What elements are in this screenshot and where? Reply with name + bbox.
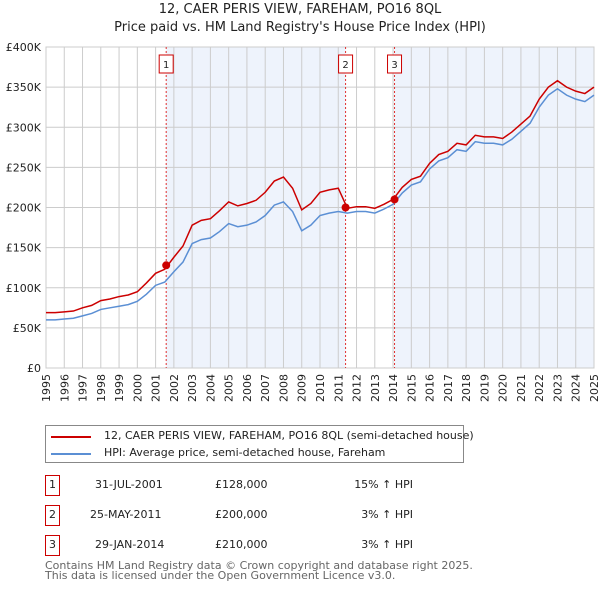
x-tick-label: 2010 [314,374,327,402]
sale-hpi-diff: 3% ↑ HPI [361,508,413,521]
sale-badge: 3 [45,535,60,556]
x-tick-label: 1997 [77,374,90,402]
x-tick-label: 2005 [223,374,236,402]
x-tick-label: 2015 [405,374,418,402]
chart-subtitle: Price paid vs. HM Land Registry's House … [114,20,486,35]
x-tick-label: 2008 [277,374,290,402]
sale-hpi-diff: 3% ↑ HPI [361,538,413,551]
sale-hpi-diff: 15% ↑ HPI [354,478,413,491]
legend-label-hpi: HPI: Average price, semi-detached house,… [104,446,386,459]
legend-swatch-property [51,436,91,438]
footer-licence: This data is licensed under the Open Gov… [45,569,396,582]
x-tick-label: 1996 [58,374,71,402]
x-tick-label: 2003 [186,374,199,402]
sale-point [390,195,399,204]
x-tick-label: 2006 [241,374,254,402]
y-tick-label: £0 [27,362,41,375]
footer-copyright: Contains HM Land Registry data © Crown c… [45,559,473,572]
y-tick-label: £350K [6,81,42,94]
x-tick-label: 1998 [95,374,108,402]
sale-marker-box [338,54,354,74]
sale-marker-label: 2 [342,60,348,71]
x-tick-label: 2014 [387,374,400,402]
x-tick-label: 1999 [113,374,126,402]
sale-point [162,261,171,270]
x-tick-label: 2019 [478,374,491,402]
legend: 12, CAER PERIS VIEW, FAREHAM, PO16 8QL (… [45,425,474,463]
y-tick-label: £50K [13,322,42,335]
sale-marker-box [158,54,174,74]
sale-date: 25-MAY-2011 [90,508,162,521]
x-tick-label: 2016 [424,374,437,402]
sale-badge: 2 [45,505,60,526]
x-tick-label: 2021 [515,374,528,402]
y-tick-label: £200K [6,202,42,215]
sale-price: £210,000 [215,538,268,551]
y-tick-label: £150K [6,242,42,255]
chart-title: 12, CAER PERIS VIEW, FAREHAM, PO16 8QL [158,2,442,17]
y-tick-label: £300K [6,121,42,134]
sale-row: 2 25-MAY-2011 £200,000 3% ↑ HPI [45,505,465,527]
sale-date: 29-JAN-2014 [95,538,165,551]
sale-badge: 1 [45,475,60,496]
hpi-line [46,87,595,321]
sale-marker-label: 1 [163,60,169,71]
x-tick-label: 2000 [131,374,144,402]
sale-price: £200,000 [215,508,268,521]
y-tick-label: £400K [6,41,42,54]
price-chart: 1995 1996 1997 1998 1999 2000 2001 2002 2003 2004… [6,41,600,402]
legend-label-property: 12, CAER PERIS VIEW, FAREHAM, PO16 8QL (… [104,429,474,442]
plot-frame [45,46,595,369]
x-tick-label: 2001 [150,374,163,402]
x-tick-label: 2013 [369,374,382,402]
x-tick-label: 2024 [570,374,583,402]
x-tick-label: 2012 [351,374,364,402]
x-tick-label: 2011 [332,374,345,402]
x-tick-label: 1995 [40,374,53,402]
x-tick-label: 2020 [497,374,510,402]
sale-date: 31-JUL-2001 [95,478,163,491]
x-tick-label: 2018 [460,374,473,402]
sale-price: £128,000 [215,478,268,491]
y-tick-label: £250K [6,161,42,174]
sale-row: 3 29-JAN-2014 £210,000 3% ↑ HPI [45,535,465,557]
sale-row: 1 31-JUL-2001 £128,000 15% ↑ HPI [45,475,465,497]
x-tick-label: 2022 [533,374,546,402]
x-tick-label: 2007 [259,374,272,402]
x-tick-label: 2009 [296,374,309,402]
sale-marker-label: 3 [391,60,397,71]
legend-swatch-hpi [51,453,91,455]
x-tick-label: 2002 [168,374,181,402]
x-tick-label: 2004 [204,374,217,402]
x-tick-label: 2023 [551,374,564,402]
x-tick-label: 2025 [588,374,600,402]
property-price-line [46,79,595,314]
sale-marker-box [387,54,403,74]
x-tick-label: 2017 [442,374,455,402]
sale-point [341,203,350,212]
y-tick-label: £100K [6,282,42,295]
